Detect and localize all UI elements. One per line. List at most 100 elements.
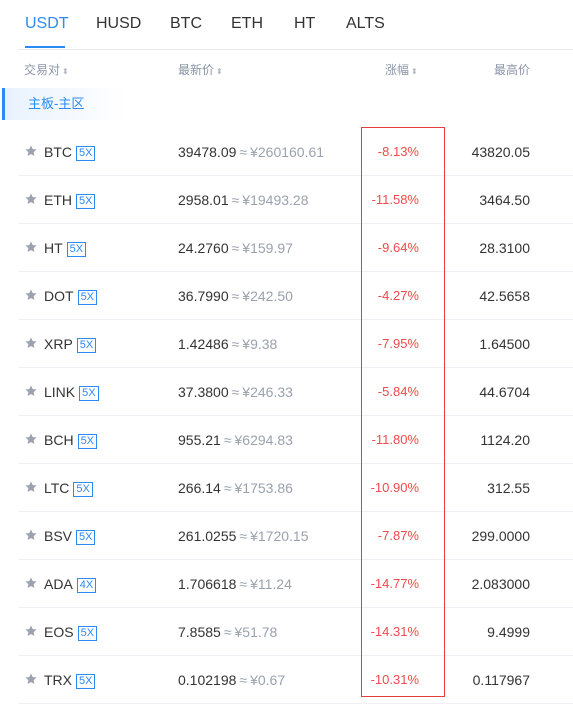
leverage-badge: 5X — [76, 530, 96, 545]
header-high-label: 最高价 — [494, 63, 531, 77]
tab-husd[interactable]: HUSD — [96, 15, 142, 32]
market-row-trx[interactable]: TRX 5X 0.102198 ≈ ¥0.67 -10.31% 0.117967 — [0, 656, 573, 704]
price-usdt: 1.706618 — [178, 576, 237, 592]
coin-pair: DOT 5X — [44, 288, 98, 305]
approx-symbol: ≈ — [223, 480, 232, 496]
price-cny: ¥11.24 — [250, 576, 292, 592]
tab-usdt[interactable]: USDT — [25, 15, 69, 32]
approx-symbol: ≈ — [231, 192, 240, 208]
leverage-badge: 5X — [77, 290, 98, 305]
leverage-badge: 5X — [77, 626, 98, 641]
coin-symbol: ADA — [44, 576, 73, 592]
change-percent: -7.87% — [377, 528, 419, 543]
market-tabs: USDT HUSD BTC ETH HT ALTS — [0, 0, 573, 50]
coin-symbol: EOS — [44, 624, 74, 640]
star-icon[interactable] — [24, 384, 38, 398]
tab-alts[interactable]: ALTS — [346, 15, 385, 32]
star-icon[interactable] — [24, 144, 38, 158]
star-icon[interactable] — [24, 672, 38, 686]
approx-symbol: ≈ — [231, 288, 240, 304]
leverage-badge: 4X — [76, 578, 97, 593]
market-row-xrp[interactable]: XRP 5X 1.42486 ≈ ¥9.38 -7.95% 1.64500 — [0, 320, 573, 368]
approx-symbol: ≈ — [231, 240, 240, 256]
header-latest-price[interactable]: 最新价 ⬍ — [178, 62, 223, 80]
change-percent: -14.77% — [370, 576, 419, 591]
coin-symbol: BSV — [44, 528, 73, 544]
approx-symbol: ≈ — [223, 432, 232, 448]
tab-ht[interactable]: HT — [294, 15, 316, 32]
coin-pair: ADA 4X — [44, 576, 97, 593]
price-usdt: 24.2760 — [178, 240, 229, 256]
star-icon[interactable] — [24, 480, 38, 494]
star-icon[interactable] — [24, 432, 38, 446]
star-icon[interactable] — [24, 336, 38, 350]
market-row-ada[interactable]: ADA 4X 1.706618 ≈ ¥11.24 -14.77% 2.083000 — [0, 560, 573, 608]
tab-btc[interactable]: BTC — [170, 15, 202, 32]
row-divider — [18, 511, 573, 512]
high-price: 2.083000 — [471, 576, 530, 592]
coin-symbol: LINK — [44, 384, 76, 400]
row-divider — [18, 607, 573, 608]
high-price: 9.4999 — [487, 624, 530, 640]
row-divider — [18, 415, 573, 416]
leverage-badge: 5X — [79, 386, 99, 401]
sort-icon: ⬍ — [411, 67, 418, 76]
header-change[interactable]: 涨幅 ⬍ — [385, 62, 418, 80]
price-usdt: 36.7990 — [178, 288, 229, 304]
row-divider — [18, 271, 573, 272]
change-percent: -9.64% — [377, 240, 419, 255]
market-row-btc[interactable]: BTC 5X 39478.09 ≈ ¥260160.61 -8.13% 43820.0… — [0, 128, 573, 176]
change-percent: -4.27% — [377, 288, 419, 303]
header-pair[interactable]: 交易对 ⬍ — [24, 62, 69, 80]
star-icon[interactable] — [24, 576, 38, 590]
latest-price: 266.14 ≈ ¥1753.86 — [178, 480, 293, 496]
market-row-eth[interactable]: ETH 5X 2958.01 ≈ ¥19493.28 -11.58% 3464.50 — [0, 176, 573, 224]
change-percent: -8.13% — [377, 144, 419, 159]
change-percent: -5.84% — [377, 384, 419, 399]
tabs-divider — [18, 49, 573, 50]
latest-price: 1.706618 ≈ ¥11.24 — [178, 576, 292, 592]
latest-price: 1.42486 ≈ ¥9.38 — [178, 336, 277, 352]
row-divider — [18, 223, 573, 224]
price-cny: ¥1720.15 — [250, 528, 309, 544]
coin-pair: HT 5X — [44, 240, 87, 257]
change-percent: -11.58% — [371, 192, 419, 207]
tab-eth[interactable]: ETH — [231, 15, 263, 32]
active-tab-indicator — [25, 46, 65, 48]
star-icon[interactable] — [24, 288, 38, 302]
market-row-ltc[interactable]: LTC 5X 266.14 ≈ ¥1753.86 -10.90% 312.55 — [0, 464, 573, 512]
price-usdt: 261.0255 — [178, 528, 237, 544]
price-cny: ¥242.50 — [242, 288, 293, 304]
market-row-bch[interactable]: BCH 5X 955.21 ≈ ¥6294.83 -11.80% 1124.20 — [0, 416, 573, 464]
price-usdt: 955.21 — [178, 432, 221, 448]
star-icon[interactable] — [24, 528, 38, 542]
coin-pair: BSV 5X — [44, 528, 96, 545]
latest-price: 0.102198 ≈ ¥0.67 — [178, 672, 285, 688]
market-row-ht[interactable]: HT 5X 24.2760 ≈ ¥159.97 -9.64% 28.3100 — [0, 224, 573, 272]
latest-price: 39478.09 ≈ ¥260160.61 — [178, 144, 324, 160]
approx-symbol: ≈ — [223, 624, 232, 640]
price-usdt: 1.42486 — [178, 336, 229, 352]
star-icon[interactable] — [24, 192, 38, 206]
row-divider — [18, 463, 573, 464]
coin-pair: XRP 5X — [44, 336, 97, 353]
high-price: 43820.05 — [471, 144, 530, 160]
price-cny: ¥1753.86 — [234, 480, 293, 496]
section-main-board[interactable]: 主板-主区 — [0, 88, 200, 120]
high-price: 1.64500 — [479, 336, 530, 352]
coin-pair: LTC 5X — [44, 480, 93, 497]
change-percent: -10.31% — [370, 672, 419, 687]
high-price: 299.0000 — [471, 528, 530, 544]
price-cny: ¥246.33 — [242, 384, 293, 400]
latest-price: 24.2760 ≈ ¥159.97 — [178, 240, 293, 256]
high-price: 3464.50 — [479, 192, 530, 208]
market-row-dot[interactable]: DOT 5X 36.7990 ≈ ¥242.50 -4.27% 42.5658 — [0, 272, 573, 320]
star-icon[interactable] — [24, 240, 38, 254]
header-latest-price-label: 最新价 — [178, 63, 215, 77]
market-row-bsv[interactable]: BSV 5X 261.0255 ≈ ¥1720.15 -7.87% 299.0000 — [0, 512, 573, 560]
star-icon[interactable] — [24, 624, 38, 638]
market-row-eos[interactable]: EOS 5X 7.8585 ≈ ¥51.78 -14.31% 9.4999 — [0, 608, 573, 656]
header-high[interactable]: 最高价 — [494, 62, 530, 78]
price-cny: ¥260160.61 — [250, 144, 325, 160]
market-row-link[interactable]: LINK 5X 37.3800 ≈ ¥246.33 -5.84% 44.6704 — [0, 368, 573, 416]
